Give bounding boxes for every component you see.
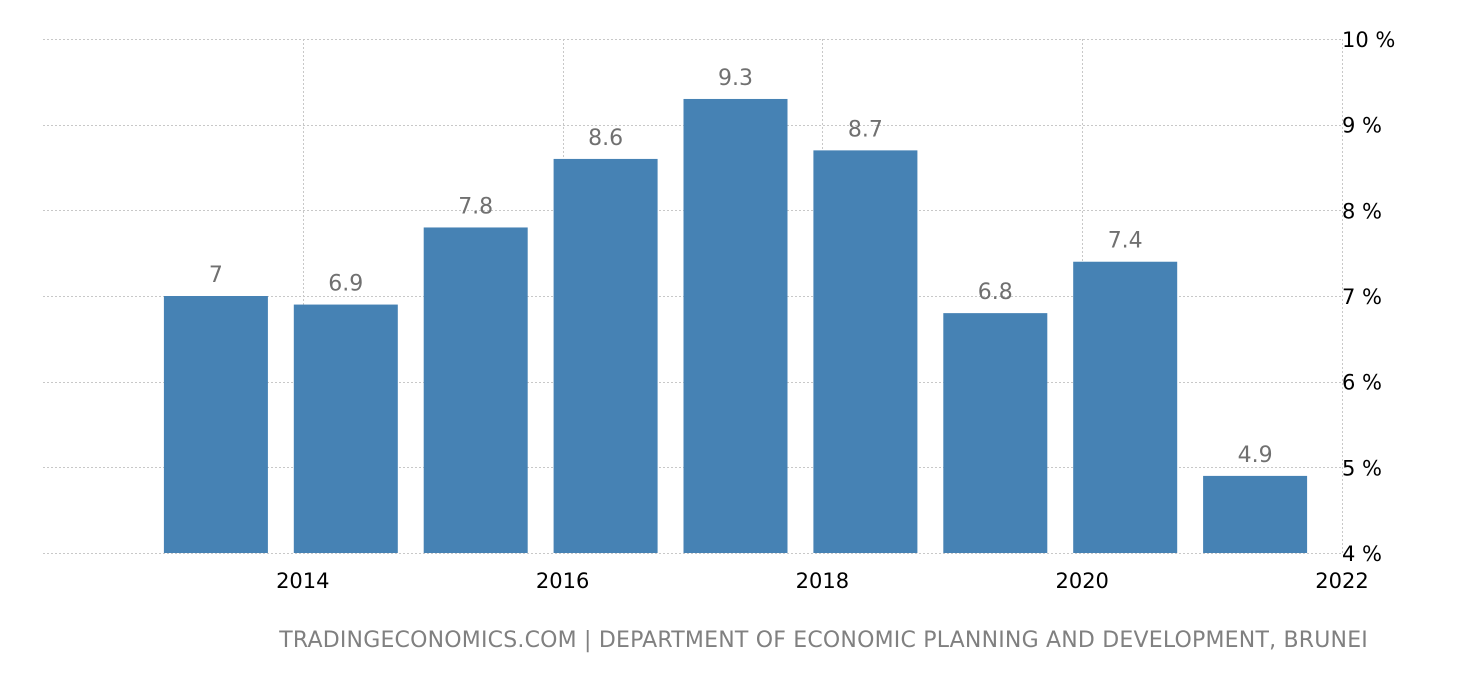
bar-2021 [1203,475,1308,553]
x-tick-label-2022: 2022 [1315,569,1368,593]
y-tick-label-7: 7 % [1342,285,1382,309]
data-label-2016: 8.6 [588,126,623,151]
x-tick-label-2018: 2018 [796,569,849,593]
source-caption: TRADINGECONOMICS.COM | DEPARTMENT OF ECO… [279,628,1368,653]
y-tick-label-8: 8 % [1342,199,1382,223]
data-label-2017: 9.3 [718,66,753,91]
data-label-2015: 7.8 [458,194,493,219]
x-tick-label-2016: 2016 [536,569,589,593]
y-tick-label-9: 9 % [1342,114,1382,138]
bar-2013 [163,296,268,553]
bar-2015 [423,227,528,553]
x-axis: 2014 2016 2018 2020 2022 [276,569,1369,593]
y-tick-label-6: 6 % [1342,371,1382,395]
data-label-2021: 4.9 [1238,443,1273,468]
bar-2018 [813,150,918,553]
bar-2020 [1073,261,1178,553]
y-tick-label-5: 5 % [1342,456,1382,480]
data-label-2014: 6.9 [328,272,363,297]
data-label-2013: 7 [209,263,223,288]
bar-2014 [293,304,398,553]
bar-series [163,98,1308,553]
bar-2019 [943,313,1048,553]
data-label-2018: 8.7 [848,117,883,142]
data-label-2020: 7.4 [1108,229,1143,254]
bar-2016 [553,158,658,553]
y-tick-label-4: 4 % [1342,542,1382,566]
x-tick-label-2014: 2014 [276,569,329,593]
data-labels: 7 6.9 7.8 8.6 9.3 8.7 6.8 7.4 4.9 [209,66,1273,468]
x-tick-label-2020: 2020 [1055,569,1108,593]
y-tick-label-10: 10 % [1342,28,1395,52]
bar-2017 [683,98,788,553]
data-label-2019: 6.8 [978,280,1013,305]
y-axis: 4 % 5 % 6 % 7 % 8 % 9 % 10 % [1342,28,1395,566]
